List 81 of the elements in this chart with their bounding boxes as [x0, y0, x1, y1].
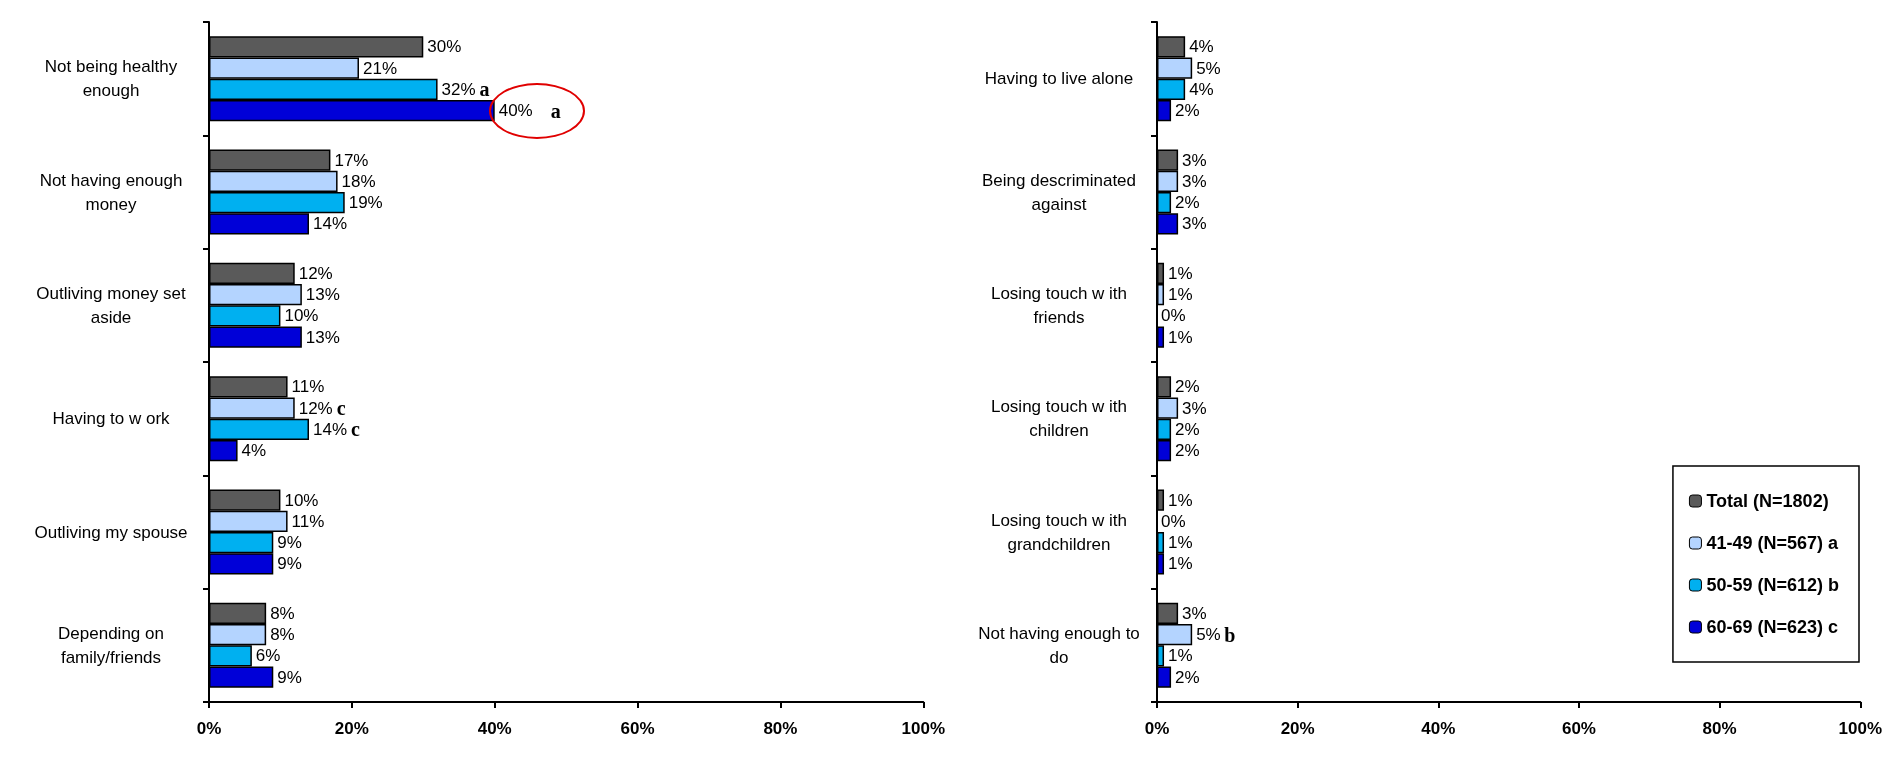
data-label: 1% [1168, 554, 1193, 574]
data-label: 40% [498, 101, 533, 121]
data-label: 0% [1161, 306, 1186, 326]
x-tick-label: 40% [1421, 719, 1456, 738]
y-tick-label: Losing touch w ith friends [990, 283, 1128, 327]
data-label: 18% [341, 171, 376, 191]
x-tick-label: 20% [334, 719, 369, 738]
legend-label: 50-59 (N=612) b [1706, 575, 1840, 595]
annotation: a [479, 78, 490, 101]
data-label: 21% [362, 58, 398, 78]
data-label: 1% [1168, 490, 1193, 510]
data-label: 3% [1182, 214, 1207, 234]
x-tick-label: 0% [196, 719, 222, 738]
y-tick-label: Not having enough to do [978, 623, 1140, 667]
data-label: 2% [1175, 101, 1200, 121]
data-label: 14% [313, 419, 348, 439]
data-label: 2% [1175, 441, 1200, 461]
data-label: 13% [305, 285, 340, 305]
data-label: 11% [291, 511, 325, 531]
data-label: 3% [1182, 603, 1207, 623]
legend-label: 60-69 (N=623) c [1706, 617, 1839, 637]
x-tick-label: 20% [1280, 719, 1315, 738]
data-label: 5% [1196, 625, 1221, 645]
legend-label: 41-49 (N=567) a [1706, 533, 1839, 553]
data-label: 12% [298, 263, 333, 283]
data-label: 1% [1168, 533, 1193, 553]
y-tick-label: Not being healthy enough [44, 57, 178, 101]
data-label: 14% [313, 214, 348, 234]
x-tick-label: 60% [1561, 719, 1596, 738]
y-tick-label: Depending on family/friends [58, 623, 164, 667]
y-tick-label: Outliving money set aside [36, 283, 186, 327]
data-label: 10% [284, 306, 319, 326]
data-label: 6% [255, 646, 281, 666]
y-tick-label: Having to live alone [984, 69, 1134, 89]
data-label: 0% [1161, 511, 1186, 531]
data-label: 11% [291, 377, 325, 397]
data-label: 30% [427, 37, 462, 57]
data-label: 1% [1168, 285, 1193, 305]
y-tick-label: Losing touch w ith grandchildren [990, 510, 1128, 554]
annotation: a [550, 99, 561, 122]
data-label: 3% [1182, 150, 1207, 170]
data-label: 9% [277, 667, 302, 687]
data-label: 17% [334, 150, 369, 170]
x-tick-label: 80% [1702, 719, 1737, 738]
data-label: 8% [270, 603, 295, 623]
data-label: 5% [1196, 58, 1221, 78]
data-label: 13% [305, 327, 340, 347]
y-tick-label: Losing touch w ith children [990, 397, 1128, 441]
data-label: 1% [1168, 263, 1193, 283]
data-label: 1% [1168, 646, 1193, 666]
data-label: 3% [1182, 171, 1207, 191]
data-label: 4% [241, 441, 267, 461]
data-label: 2% [1175, 667, 1200, 687]
data-label: 32% [441, 79, 476, 99]
data-label: 1% [1168, 327, 1193, 347]
y-tick-label: Outliving my spouse [34, 522, 188, 542]
data-label: 10% [284, 490, 319, 510]
x-tick-label: 100% [901, 719, 945, 738]
y-tick-label: Having to w ork [52, 409, 171, 429]
x-tick-label: 0% [1144, 719, 1170, 738]
data-label: 2% [1175, 193, 1200, 213]
data-label: 19% [348, 193, 383, 213]
x-tick-label: 40% [477, 719, 512, 738]
data-label: 4% [1189, 37, 1214, 57]
data-label: 2% [1175, 419, 1200, 439]
annotation: b [1224, 623, 1236, 646]
x-tick-label: 60% [620, 719, 655, 738]
y-tick-label: Not having enough money [39, 170, 183, 214]
legend-label: Total (N=1802) [1706, 491, 1829, 511]
x-tick-label: 100% [1838, 719, 1882, 738]
data-label: 9% [277, 554, 302, 574]
data-label: 4% [1189, 79, 1214, 99]
y-tick-label: Being descriminated against [981, 170, 1137, 214]
data-label: 3% [1182, 398, 1207, 418]
annotation: c [336, 397, 346, 420]
data-label: 8% [270, 625, 295, 645]
data-label: 9% [277, 533, 302, 553]
x-tick-label: 80% [763, 719, 798, 738]
data-label: 2% [1175, 377, 1200, 397]
annotation: c [351, 418, 360, 441]
data-label: 12% [298, 398, 333, 418]
